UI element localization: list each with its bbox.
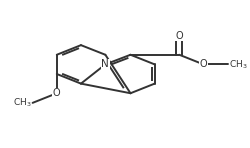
Text: N: N [102, 59, 109, 69]
Text: O: O [176, 30, 183, 41]
Text: O: O [53, 88, 60, 98]
Text: O: O [200, 59, 207, 69]
Text: CH$_3$: CH$_3$ [229, 58, 248, 71]
Text: CH$_3$: CH$_3$ [13, 97, 32, 109]
